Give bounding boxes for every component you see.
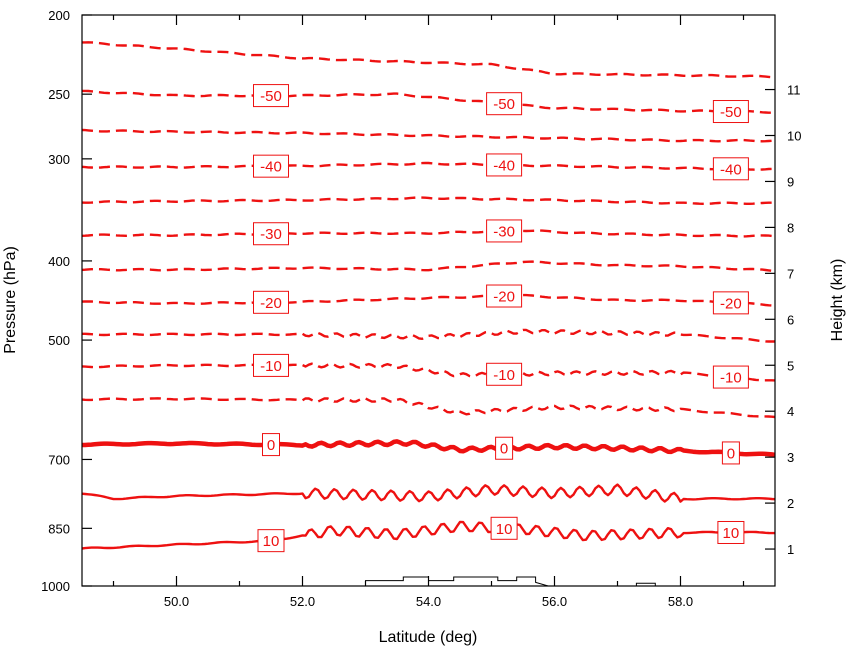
contour-label: -50 xyxy=(712,100,749,124)
contour-label: -40 xyxy=(486,153,523,177)
y-tick-label-right: 9 xyxy=(787,174,794,189)
contour-label: -40 xyxy=(253,154,289,178)
svg-text:10: 10 xyxy=(496,521,513,538)
contour-line--20 xyxy=(81,293,776,307)
contour-line--50 xyxy=(82,89,776,114)
contour-label: -20 xyxy=(712,291,749,315)
contour-line--35 xyxy=(81,196,776,206)
y-tick-label-right: 2 xyxy=(787,496,794,511)
y-tick-label-left: 300 xyxy=(48,152,70,167)
y-tick-label-right: 8 xyxy=(787,220,794,235)
y-tick-label-left: 500 xyxy=(48,333,70,348)
contour-label: -10 xyxy=(253,353,289,377)
y-tick-label-right: 11 xyxy=(787,83,801,98)
contour-label: -30 xyxy=(486,219,523,243)
contour-label: -50 xyxy=(253,84,289,108)
y-tick-label-left: 200 xyxy=(48,8,70,23)
plot-frame xyxy=(81,14,776,587)
svg-text:-30: -30 xyxy=(493,223,515,240)
contour-line-0 xyxy=(82,439,776,458)
svg-text:-50: -50 xyxy=(720,104,742,121)
contour-label: 0 xyxy=(495,436,514,460)
contour-line--15 xyxy=(82,328,775,343)
svg-text:-10: -10 xyxy=(720,370,742,387)
contour-line-5 xyxy=(81,483,776,503)
y-tick-label-right: 3 xyxy=(787,450,794,465)
contour-label: 10 xyxy=(717,520,745,544)
contour-line--45 xyxy=(81,128,776,143)
contour-label: -30 xyxy=(253,222,289,246)
svg-text:-10: -10 xyxy=(493,367,515,384)
contour-line--40 xyxy=(81,161,776,171)
axis-ticks: 50.0 52.0 54.0 56.0 58.020025030040050070085… xyxy=(41,8,801,609)
contour-label: 10 xyxy=(257,529,285,553)
contour-line--10 xyxy=(81,362,776,382)
svg-text:-20: -20 xyxy=(493,289,515,306)
svg-text:-50: -50 xyxy=(493,96,515,113)
contour-label: -50 xyxy=(486,92,523,116)
contour-label: 10 xyxy=(490,516,518,540)
svg-text:-20: -20 xyxy=(720,295,742,312)
svg-text:-40: -40 xyxy=(493,157,515,174)
contour-label: -20 xyxy=(486,284,523,308)
x-tick-label: 56.0 xyxy=(542,594,567,609)
contour-labels: -50 -50 -50 -40 -40 -40 -30 -30 -20 -20 -20 -10 -10 -… xyxy=(253,84,749,553)
y-tick-label-right: 4 xyxy=(787,404,794,419)
x-tick-label: 54.0 xyxy=(416,594,441,609)
y-tick-label-right: 6 xyxy=(787,312,794,327)
y-axis-right-title: Height (km) xyxy=(829,259,846,342)
svg-text:0: 0 xyxy=(267,437,275,454)
svg-text:10: 10 xyxy=(263,533,280,550)
y-tick-label-right: 7 xyxy=(787,266,794,281)
contour-line--25 xyxy=(81,260,776,273)
contour-line-10 xyxy=(81,520,775,550)
contour-line--55 xyxy=(82,41,776,79)
svg-text:0: 0 xyxy=(727,445,735,462)
x-axis-title: Latitude (deg) xyxy=(379,629,478,646)
terrain-outline xyxy=(365,576,656,587)
y-tick-label-right: 10 xyxy=(787,129,801,144)
y-tick-label-left: 850 xyxy=(48,521,70,536)
contour-label: -10 xyxy=(712,365,749,389)
contour-label: -40 xyxy=(712,157,749,181)
svg-text:-30: -30 xyxy=(260,226,282,243)
y-tick-label-right: 1 xyxy=(787,542,794,557)
y-tick-label-left: 1000 xyxy=(41,579,70,594)
y-tick-label-right: 5 xyxy=(787,358,794,373)
svg-text:-10: -10 xyxy=(260,358,282,375)
contour-label: -20 xyxy=(253,290,289,314)
svg-text:-50: -50 xyxy=(260,88,282,105)
x-tick-label: 52.0 xyxy=(290,594,315,609)
y-tick-label-left: 400 xyxy=(48,254,70,269)
svg-text:-40: -40 xyxy=(720,161,742,178)
svg-text:-40: -40 xyxy=(260,159,282,176)
contour-lines xyxy=(81,41,776,550)
contour-label: -10 xyxy=(486,362,523,386)
contour-label: 0 xyxy=(721,441,740,465)
y-tick-label-left: 700 xyxy=(48,452,70,467)
y-axis-left-title: Pressure (hPa) xyxy=(2,246,19,354)
x-tick-label: 50.0 xyxy=(164,594,189,609)
svg-text:0: 0 xyxy=(500,441,508,458)
contour-label: 0 xyxy=(262,433,280,457)
x-tick-label: 58.0 xyxy=(668,594,693,609)
svg-text:10: 10 xyxy=(723,525,740,542)
y-tick-label-left: 250 xyxy=(48,87,70,102)
contour-line--5 xyxy=(81,397,776,419)
contour-line--30 xyxy=(81,229,776,238)
svg-text:-20: -20 xyxy=(260,295,282,312)
